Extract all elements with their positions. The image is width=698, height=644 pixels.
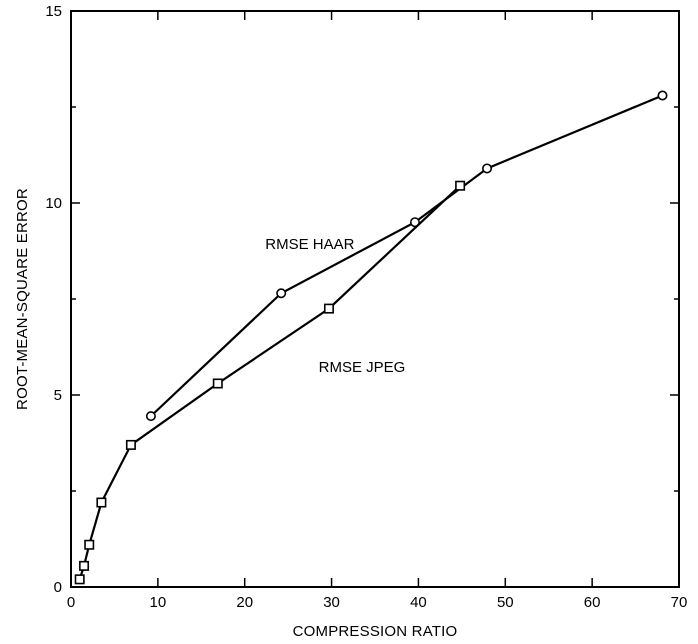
y-tick-label: 10 — [45, 195, 62, 212]
data-point-circle — [657, 90, 668, 101]
data-point-square — [84, 539, 95, 550]
y-tick-label: 0 — [54, 579, 62, 596]
x-tick-label: 20 — [236, 594, 253, 611]
data-point-square — [96, 497, 107, 508]
series-jpeg — [74, 180, 466, 585]
data-point-square — [323, 303, 334, 314]
data-point-circle — [482, 163, 493, 174]
x-tick-label: 60 — [584, 594, 601, 611]
x-axis-title: COMPRESSION RATIO — [293, 623, 458, 640]
x-tick-label: 10 — [150, 594, 167, 611]
y-tick-label: 5 — [54, 387, 62, 404]
y-tick-label: 15 — [45, 3, 62, 20]
series-annotation: RMSE JPEG — [319, 359, 406, 376]
annotation-layer: RMSE HAAR RMSE JPEG — [265, 236, 405, 376]
x-tick-label: 70 — [671, 594, 688, 611]
plot-frame — [70, 10, 680, 588]
x-tick-label: 0 — [67, 594, 75, 611]
x-tick-label: 40 — [410, 594, 427, 611]
data-point-circle — [145, 411, 156, 422]
data-point-square — [125, 439, 136, 450]
data-point-square — [79, 560, 90, 571]
axis-ticks: 0 10 20 30 40 50 60 70 0 5 10 15 — [45, 3, 687, 611]
data-point-square — [212, 378, 223, 389]
data-point-square — [455, 180, 466, 191]
x-tick-label: 30 — [323, 594, 340, 611]
series-annotation: RMSE HAAR — [265, 236, 354, 253]
x-tick-label: 50 — [497, 594, 514, 611]
plot-border — [70, 10, 680, 588]
series-layer — [74, 90, 668, 585]
y-axis-title: ROOT-MEAN-SQUARE ERROR — [14, 188, 31, 410]
data-point-square — [74, 574, 85, 585]
data-point-circle — [409, 217, 420, 228]
data-point-circle — [276, 288, 287, 299]
series-haar — [145, 90, 668, 422]
series-line — [150, 94, 663, 417]
